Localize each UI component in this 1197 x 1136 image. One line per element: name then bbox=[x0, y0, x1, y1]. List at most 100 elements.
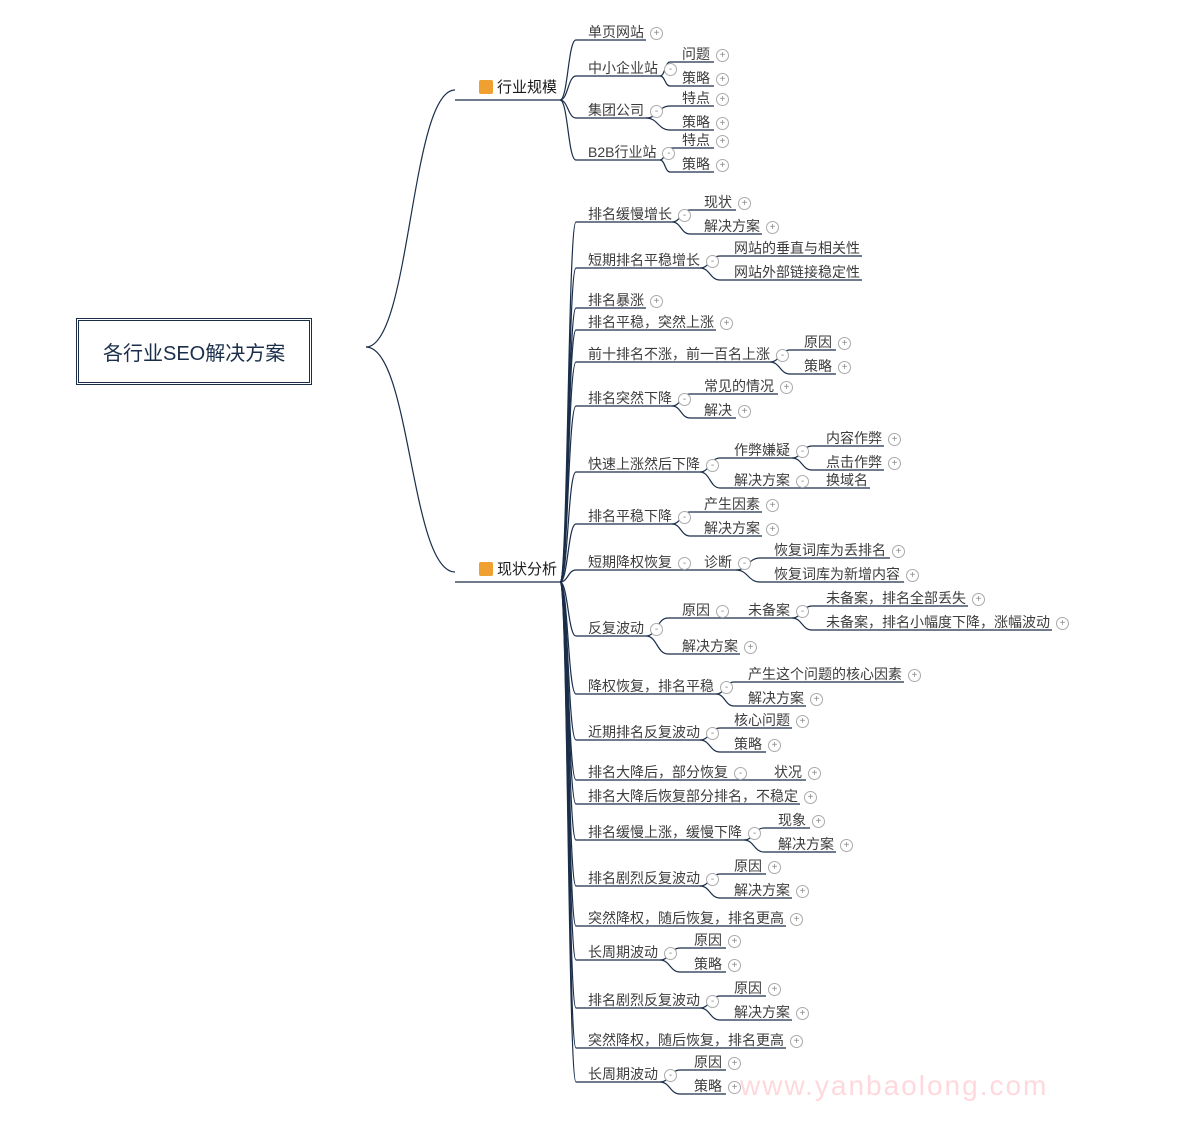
mindmap-node[interactable]: 策略+ bbox=[730, 732, 785, 756]
mindmap-node[interactable]: 网站外部链接稳定性 bbox=[730, 260, 864, 284]
mindmap-node[interactable]: 网站的垂直与相关性 bbox=[730, 236, 864, 260]
toggle-icon[interactable]: - bbox=[706, 873, 719, 886]
toggle-icon[interactable]: - bbox=[738, 557, 751, 570]
toggle-icon[interactable]: + bbox=[766, 499, 779, 512]
toggle-icon[interactable]: - bbox=[662, 147, 675, 160]
mindmap-node[interactable]: 单页网站+ bbox=[584, 20, 667, 44]
mindmap-node[interactable]: 原因+ bbox=[730, 976, 785, 1000]
mindmap-node[interactable]: 策略+ bbox=[800, 354, 855, 378]
mindmap-node[interactable]: 前十排名不涨，前一百名上涨- bbox=[584, 342, 793, 366]
mindmap-node[interactable]: 原因- bbox=[678, 598, 733, 622]
mindmap-node[interactable]: 突然降权，随后恢复，排名更高+ bbox=[584, 1028, 807, 1052]
toggle-icon[interactable]: + bbox=[812, 815, 825, 828]
toggle-icon[interactable]: + bbox=[838, 361, 851, 374]
mindmap-node[interactable]: 排名剧烈反复波动- bbox=[584, 988, 723, 1012]
mindmap-node[interactable]: 策略+ bbox=[690, 1074, 745, 1098]
toggle-icon[interactable]: + bbox=[716, 73, 729, 86]
mindmap-node[interactable]: 恢复词库为新增内容+ bbox=[770, 562, 923, 586]
mindmap-node[interactable]: 解决方案+ bbox=[700, 214, 783, 238]
toggle-icon[interactable]: + bbox=[1056, 617, 1069, 630]
mindmap-node[interactable]: 原因+ bbox=[690, 928, 745, 952]
mindmap-node[interactable]: 未备案，排名全部丢失+ bbox=[822, 586, 989, 610]
mindmap-node[interactable]: 排名缓慢上涨，缓慢下降- bbox=[584, 820, 765, 844]
toggle-icon[interactable]: + bbox=[804, 791, 817, 804]
mindmap-node[interactable]: 核心问题+ bbox=[730, 708, 813, 732]
toggle-icon[interactable]: + bbox=[716, 49, 729, 62]
toggle-icon[interactable]: - bbox=[720, 681, 733, 694]
toggle-icon[interactable]: - bbox=[678, 557, 691, 570]
toggle-icon[interactable]: + bbox=[716, 135, 729, 148]
toggle-icon[interactable]: - bbox=[664, 63, 677, 76]
mindmap-node[interactable]: 长周期波动- bbox=[584, 1062, 681, 1086]
toggle-icon[interactable]: + bbox=[728, 959, 741, 972]
mindmap-node[interactable]: 诊断- bbox=[700, 550, 755, 574]
section-node[interactable]: 行业规模 bbox=[475, 74, 561, 99]
toggle-icon[interactable]: + bbox=[838, 337, 851, 350]
mindmap-node[interactable]: 排名暴涨+ bbox=[584, 288, 667, 312]
mindmap-node[interactable]: 换域名 bbox=[822, 468, 872, 492]
mindmap-node[interactable]: 解决+ bbox=[700, 398, 755, 422]
mindmap-node[interactable]: 原因+ bbox=[690, 1050, 745, 1074]
toggle-icon[interactable]: + bbox=[738, 197, 751, 210]
mindmap-node[interactable]: 原因+ bbox=[800, 330, 855, 354]
toggle-icon[interactable]: - bbox=[716, 605, 729, 618]
mindmap-node[interactable]: 降权恢复，排名平稳- bbox=[584, 674, 737, 698]
toggle-icon[interactable]: - bbox=[650, 623, 663, 636]
mindmap-node[interactable]: 中小企业站- bbox=[584, 56, 681, 80]
toggle-icon[interactable]: - bbox=[706, 727, 719, 740]
mindmap-node[interactable]: 原因+ bbox=[730, 854, 785, 878]
toggle-icon[interactable]: - bbox=[664, 947, 677, 960]
toggle-icon[interactable]: - bbox=[706, 459, 719, 472]
mindmap-node[interactable]: 排名大降后恢复部分排名，不稳定+ bbox=[584, 784, 821, 808]
mindmap-node[interactable]: 排名平稳，突然上涨+ bbox=[584, 310, 737, 334]
mindmap-node[interactable]: 作弊嫌疑- bbox=[730, 438, 813, 462]
toggle-icon[interactable]: + bbox=[744, 641, 757, 654]
toggle-icon[interactable]: + bbox=[768, 861, 781, 874]
toggle-icon[interactable]: - bbox=[776, 349, 789, 362]
toggle-icon[interactable]: - bbox=[664, 1069, 677, 1082]
mindmap-node[interactable]: 恢复词库为丢排名+ bbox=[770, 538, 909, 562]
toggle-icon[interactable]: + bbox=[892, 545, 905, 558]
toggle-icon[interactable]: + bbox=[810, 693, 823, 706]
section-node[interactable]: 现状分析 bbox=[475, 556, 561, 581]
toggle-icon[interactable]: + bbox=[716, 159, 729, 172]
toggle-icon[interactable]: + bbox=[768, 983, 781, 996]
toggle-icon[interactable]: - bbox=[796, 605, 809, 618]
toggle-icon[interactable]: + bbox=[716, 93, 729, 106]
mindmap-node[interactable]: 产生因素+ bbox=[700, 492, 783, 516]
mindmap-node[interactable]: 长周期波动- bbox=[584, 940, 681, 964]
mindmap-node[interactable]: 快速上涨然后下降- bbox=[584, 452, 723, 476]
mindmap-node[interactable]: 反复波动- bbox=[584, 616, 667, 640]
toggle-icon[interactable]: + bbox=[768, 739, 781, 752]
toggle-icon[interactable]: + bbox=[796, 1007, 809, 1020]
mindmap-node[interactable]: 常见的情况+ bbox=[700, 374, 797, 398]
toggle-icon[interactable]: + bbox=[840, 839, 853, 852]
mindmap-node[interactable]: 短期排名平稳增长- bbox=[584, 248, 723, 272]
mindmap-node[interactable]: 集团公司- bbox=[584, 98, 667, 122]
toggle-icon[interactable]: + bbox=[780, 381, 793, 394]
mindmap-node[interactable]: 产生这个问题的核心因素+ bbox=[744, 662, 925, 686]
mindmap-node[interactable]: 内容作弊+ bbox=[822, 426, 905, 450]
mindmap-node[interactable]: 现象+ bbox=[774, 808, 829, 832]
mindmap-node[interactable]: 未备案，排名小幅度下降，涨幅波动+ bbox=[822, 610, 1073, 634]
mindmap-node[interactable]: 排名缓慢增长- bbox=[584, 202, 695, 226]
mindmap-node[interactable]: 解决方案+ bbox=[774, 832, 857, 856]
mindmap-node[interactable]: B2B行业站- bbox=[584, 140, 679, 164]
toggle-icon[interactable]: + bbox=[728, 1057, 741, 1070]
toggle-icon[interactable]: + bbox=[650, 295, 663, 308]
toggle-icon[interactable]: + bbox=[888, 433, 901, 446]
mindmap-node[interactable]: 解决方案- bbox=[730, 468, 813, 492]
toggle-icon[interactable]: + bbox=[796, 885, 809, 898]
mindmap-node[interactable]: 排名平稳下降- bbox=[584, 504, 695, 528]
toggle-icon[interactable]: + bbox=[766, 221, 779, 234]
toggle-icon[interactable]: + bbox=[790, 1035, 803, 1048]
toggle-icon[interactable]: + bbox=[728, 935, 741, 948]
mindmap-node[interactable]: 解决方案+ bbox=[700, 516, 783, 540]
mindmap-node[interactable]: 突然降权，随后恢复，排名更高+ bbox=[584, 906, 807, 930]
mindmap-node[interactable]: 特点+ bbox=[678, 86, 733, 110]
toggle-icon[interactable]: + bbox=[972, 593, 985, 606]
toggle-icon[interactable]: - bbox=[678, 209, 691, 222]
mindmap-node[interactable]: 排名突然下降- bbox=[584, 386, 695, 410]
toggle-icon[interactable]: + bbox=[796, 715, 809, 728]
toggle-icon[interactable]: + bbox=[808, 767, 821, 780]
